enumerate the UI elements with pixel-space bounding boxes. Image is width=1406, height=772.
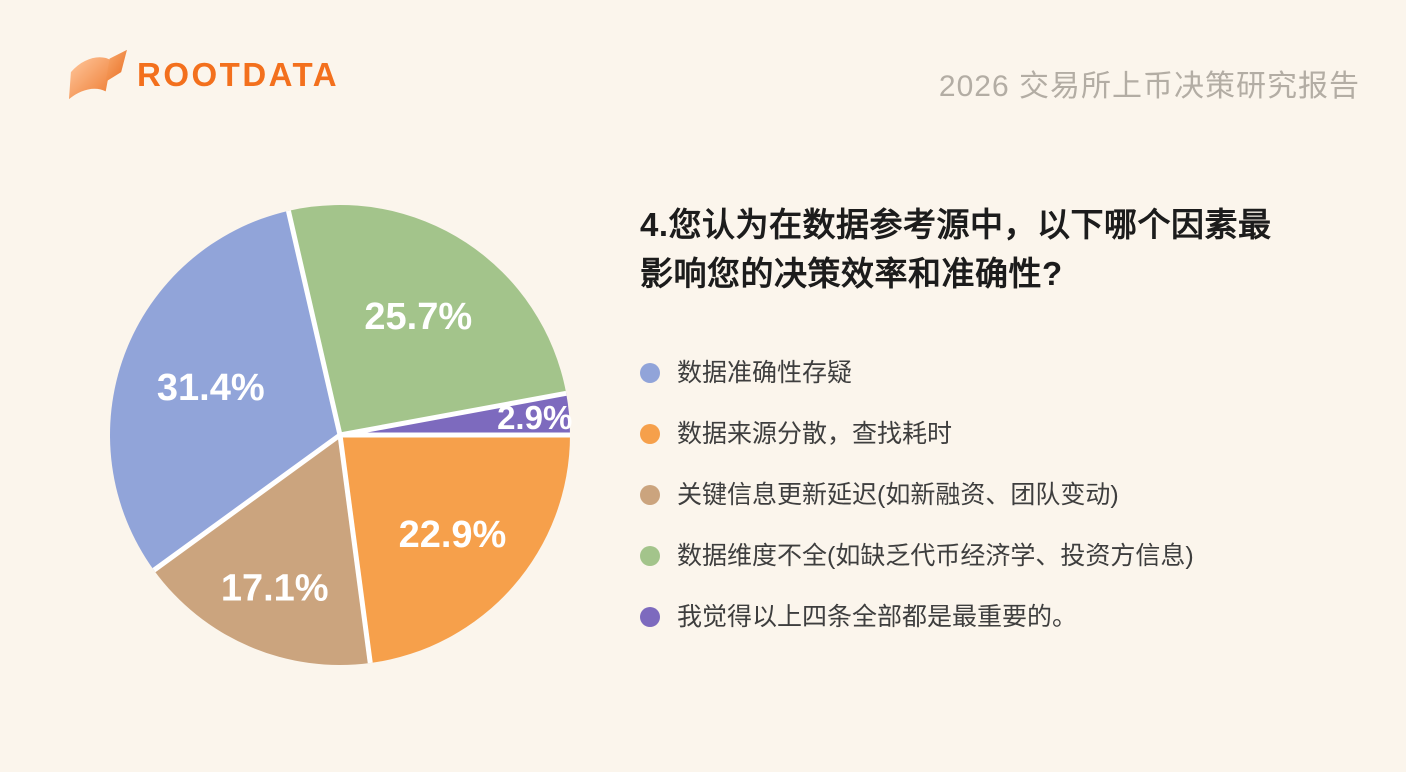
rootdata-logo-text: ROOTDATA bbox=[137, 56, 340, 93]
slice-divider bbox=[337, 434, 373, 664]
pie-slice-label-5: 31.4% bbox=[157, 367, 265, 409]
pie-slice-1 bbox=[288, 205, 567, 435]
pie-slice-3 bbox=[340, 435, 570, 663]
report-title: 2026 交易所上币决策研究报告 bbox=[938, 70, 1360, 103]
slice-divider bbox=[152, 432, 342, 573]
pie-chart: 25.7% 2.9% 22.9% 17.1% 31.4% bbox=[80, 175, 600, 695]
legend-item: 我觉得以上四条全部都是最重要的。 bbox=[640, 602, 1380, 632]
legend-dot-icon bbox=[640, 485, 660, 505]
question-title: 4.您认为在数据参考源中，以下哪个因素最影响您的决策效率和准确性? bbox=[640, 206, 1272, 292]
legend-item: 数据准确性存疑 bbox=[640, 358, 1380, 388]
legend-dot-icon bbox=[640, 363, 660, 383]
legend-label: 关键信息更新延迟(如新融资、团队变动) bbox=[677, 481, 1119, 509]
legend-dot-icon bbox=[640, 607, 660, 627]
legend-item: 数据来源分散，查找耗时 bbox=[640, 419, 1380, 449]
legend-label: 我觉得以上四条全部都是最重要的。 bbox=[677, 603, 1078, 631]
legend-label: 数据维度不全(如缺乏代币经济学、投资方信息) bbox=[677, 542, 1194, 570]
pie-slice-label-2: 2.9% bbox=[497, 399, 572, 436]
legend: 数据准确性存疑数据来源分散，查找耗时关键信息更新延迟(如新融资、团队变动) 数据维… bbox=[640, 358, 1380, 632]
legend-dot-icon bbox=[640, 546, 660, 566]
pie-slice-5 bbox=[110, 210, 340, 571]
slice-divider bbox=[285, 210, 343, 436]
pie-slice-label-1: 25.7% bbox=[364, 296, 472, 338]
rootdata-flag-icon bbox=[68, 49, 127, 100]
question-panel: 4.您认为在数据参考源中，以下哪个因素最影响您的决策效率和准确性? 数据准确性存… bbox=[640, 200, 1380, 632]
legend-item: 关键信息更新延迟(如新融资、团队变动) bbox=[640, 480, 1380, 510]
legend-label: 数据准确性存疑 bbox=[677, 359, 853, 387]
legend-label: 数据来源分散，查找耗时 bbox=[677, 420, 953, 448]
slice-divider bbox=[339, 390, 567, 438]
pie-slice-4 bbox=[153, 435, 371, 665]
legend-item: 数据维度不全(如缺乏代币经济学、投资方信息) bbox=[640, 541, 1380, 571]
rootdata-logo: ROOTDATA bbox=[66, 46, 339, 104]
legend-dot-icon bbox=[640, 424, 660, 444]
pie-slice-label-3: 22.9% bbox=[399, 514, 507, 556]
pie-slice-label-4: 17.1% bbox=[221, 567, 329, 609]
